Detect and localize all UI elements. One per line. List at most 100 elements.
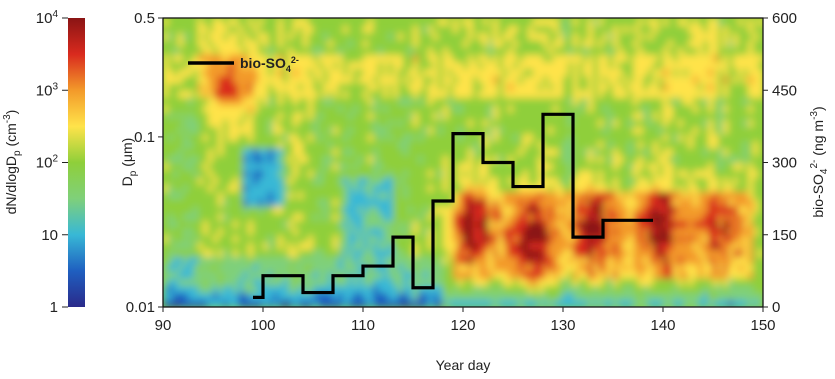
heatmap-cell: [443, 75, 449, 84]
heatmap-cell: [543, 256, 549, 265]
heatmap-cell: [348, 83, 354, 91]
heatmap-cell: [673, 68, 679, 77]
heatmap-cell: [263, 220, 269, 229]
heatmap-cell: [758, 75, 763, 84]
heatmap-cell: [263, 104, 269, 113]
heatmap-cell: [688, 213, 694, 221]
heatmap-cell: [488, 220, 494, 229]
heatmap-cell: [603, 249, 609, 258]
heatmap-cell: [423, 278, 429, 286]
heatmap-cell: [548, 176, 554, 185]
heatmap-cell: [203, 148, 209, 156]
heatmap-cell: [533, 234, 539, 243]
heatmap-cell: [473, 270, 479, 279]
heatmap-cell: [533, 25, 539, 34]
heatmap-cell: [568, 278, 574, 286]
heatmap-cell: [263, 263, 269, 272]
heatmap-cell: [673, 270, 679, 279]
heatmap-cell: [488, 133, 494, 142]
heatmap-cell: [723, 148, 729, 156]
heatmap-cell: [568, 83, 574, 91]
heatmap-cell: [308, 46, 314, 55]
heatmap-cell: [423, 133, 429, 142]
heatmap-cell: [248, 75, 254, 84]
heatmap-cell: [603, 227, 609, 236]
heatmap-cell: [583, 119, 589, 127]
heatmap-cell: [733, 25, 739, 34]
heatmap-cell: [203, 68, 209, 77]
heatmap-cell: [538, 227, 544, 236]
heatmap-cell: [588, 299, 594, 307]
heatmap-cell: [173, 54, 179, 62]
heatmap-cell: [718, 97, 724, 106]
heatmap-cell: [463, 299, 469, 307]
heatmap-cell: [273, 90, 279, 99]
heatmap-cell: [518, 234, 524, 243]
heatmap-cell: [368, 249, 374, 258]
heatmap-cell: [423, 46, 429, 55]
heatmap-cell: [258, 54, 264, 62]
heatmap-cell: [348, 133, 354, 142]
heatmap-cell: [203, 18, 209, 26]
heatmap-cell: [568, 68, 574, 77]
heatmap-cell: [378, 75, 384, 84]
heatmap-cell: [408, 25, 414, 34]
heatmap-cell: [373, 155, 379, 164]
heatmap-cell: [758, 227, 763, 236]
heatmap-cell: [578, 148, 584, 156]
heatmap-cell: [513, 155, 519, 164]
heatmap-cell: [468, 83, 474, 91]
heatmap-cell: [723, 54, 729, 62]
heatmap-cell: [308, 155, 314, 164]
heatmap-cell: [383, 133, 389, 142]
heatmap-cell: [278, 220, 284, 229]
heatmap-cell: [648, 83, 654, 91]
heatmap-cell: [598, 148, 604, 156]
heatmap-cell: [693, 191, 699, 200]
heatmap-cell: [593, 241, 599, 250]
heatmap-cell: [458, 278, 464, 286]
heatmap-cell: [743, 299, 749, 307]
heatmap-cell: [723, 292, 729, 301]
heatmap-cell: [458, 61, 464, 70]
heatmap-cell: [613, 205, 619, 214]
heatmap-cell: [373, 249, 379, 258]
heatmap-cell: [698, 205, 704, 214]
heatmap-cell: [528, 198, 534, 207]
heatmap-cell: [688, 54, 694, 62]
heatmap-cell: [343, 234, 349, 243]
heatmap-cell: [433, 140, 439, 149]
heatmap-cell: [448, 176, 454, 185]
heatmap-cell: [673, 191, 679, 200]
heatmap-cell: [398, 285, 404, 294]
heatmap-cell: [178, 126, 184, 135]
heatmap-cell: [348, 278, 354, 286]
heatmap-cell: [343, 133, 349, 142]
heatmap-cell: [693, 256, 699, 265]
heatmap-cell: [223, 278, 229, 286]
heatmap-cell: [483, 205, 489, 214]
heatmap-cell: [538, 75, 544, 84]
heatmap-cell: [493, 205, 499, 214]
heatmap-cell: [368, 162, 374, 171]
heatmap-cell: [243, 68, 249, 77]
heatmap-cell: [408, 184, 414, 192]
heatmap-cell: [433, 176, 439, 185]
heatmap-cell: [498, 227, 504, 236]
heatmap-cell: [348, 111, 354, 120]
heatmap-cell: [298, 155, 304, 164]
heatmap-cell: [638, 68, 644, 77]
heatmap-cell: [748, 68, 754, 77]
heatmap-cell: [353, 155, 359, 164]
heatmap-cell: [493, 292, 499, 301]
heatmap-cell: [518, 205, 524, 214]
heatmap-cell: [513, 104, 519, 113]
heatmap-cell: [193, 205, 199, 214]
heatmap-cell: [393, 162, 399, 171]
heatmap-cell: [423, 68, 429, 77]
heatmap-cell: [278, 191, 284, 200]
heatmap-cell: [498, 169, 504, 178]
heatmap-cell: [273, 155, 279, 164]
heatmap-cell: [478, 46, 484, 55]
heatmap-cell: [433, 292, 439, 301]
